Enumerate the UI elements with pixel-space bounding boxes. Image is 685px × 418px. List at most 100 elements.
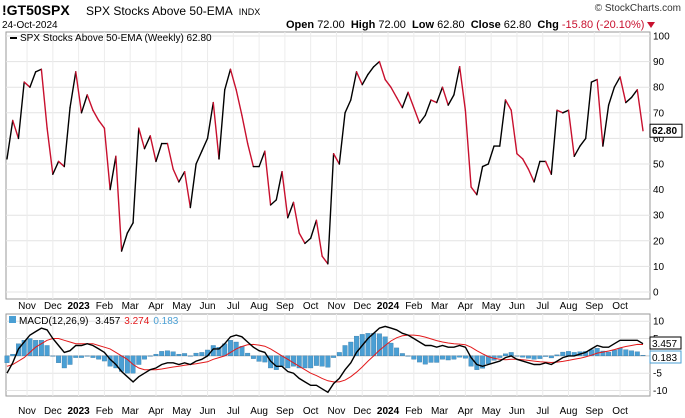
- macd-y-tick-label: 10: [653, 317, 665, 328]
- price-segment: [126, 222, 134, 234]
- price-segment: [355, 71, 363, 86]
- histogram-bar: [560, 351, 566, 357]
- histogram-bar: [600, 350, 606, 357]
- price-segment: [367, 66, 375, 76]
- histogram-bar: [417, 355, 422, 363]
- histogram-bar: [142, 355, 147, 360]
- macd-legend-swatch: [9, 316, 16, 323]
- y-tick-label: 70: [653, 108, 665, 119]
- price-segment: [172, 168, 180, 183]
- price-segment: [155, 142, 163, 163]
- stockcharts-logo: © StockCharts.com: [594, 3, 681, 14]
- price-segment: [183, 170, 192, 209]
- histogram-bar: [399, 353, 405, 357]
- price-segment: [109, 155, 117, 191]
- price-segment: [556, 109, 564, 114]
- y-tick-label: 80: [653, 83, 665, 94]
- histogram-bar: [440, 355, 445, 360]
- histogram-bar: [27, 338, 33, 357]
- price-segment: [407, 91, 415, 109]
- price-segment: [63, 106, 71, 168]
- histogram-bar: [33, 340, 39, 357]
- histogram-bar: [187, 355, 193, 357]
- macd-x-tick-label: Jun: [509, 406, 525, 417]
- histogram-bar: [480, 355, 486, 369]
- macd-x-tick-label: Nov: [18, 406, 36, 417]
- histogram-bar: [382, 336, 388, 357]
- price-segment: [69, 71, 77, 109]
- price-segment: [246, 142, 255, 168]
- high-label: High: [350, 19, 376, 31]
- price-segment: [309, 219, 318, 239]
- price-segment: [6, 119, 14, 160]
- histogram-bar: [38, 340, 44, 357]
- price-segment: [470, 186, 478, 196]
- histogram-bar: [44, 345, 50, 357]
- last-value-tag: [649, 123, 683, 138]
- price-segment: [29, 71, 37, 88]
- histogram-bar: [611, 349, 617, 357]
- exchange-label: INDX: [238, 7, 261, 17]
- price-segment: [304, 237, 312, 245]
- ohlc-readout: Open 72.00 High 72.00 Low 62.80 Close 62…: [286, 19, 656, 31]
- close-value: 62.80: [503, 19, 532, 31]
- x-tick-label: Mar: [431, 301, 449, 312]
- macd-legend: MACD(12,26,9) 3.457 3.274 0.183: [19, 316, 179, 327]
- price-segment: [476, 165, 484, 196]
- histogram-bar: [96, 355, 102, 360]
- price-segment: [573, 145, 581, 158]
- histogram-legend-value: 0.183: [153, 316, 178, 327]
- histogram-bar: [182, 353, 188, 357]
- price-segment: [75, 71, 83, 114]
- macd-value-tag: [649, 336, 682, 350]
- histogram-bar: [629, 350, 634, 357]
- histogram-bar: [164, 350, 170, 357]
- price-segment: [619, 76, 627, 104]
- histogram-bar: [90, 355, 96, 358]
- price-segment: [92, 109, 100, 122]
- price-segment: [138, 127, 146, 150]
- x-tick-label: Nov: [328, 301, 346, 312]
- histogram-bar: [354, 335, 359, 357]
- open-value: 72.00: [317, 19, 345, 31]
- histogram-bar: [50, 355, 56, 357]
- macd-y-tick-label: -10: [653, 386, 668, 397]
- price-segment: [292, 201, 300, 234]
- histogram-bar: [159, 351, 165, 357]
- price-segment: [338, 112, 346, 165]
- histogram-bar: [520, 355, 526, 358]
- histogram-bar: [4, 355, 10, 363]
- histogram-bar: [101, 355, 107, 362]
- macd-x-tick-label: Nov: [328, 406, 346, 417]
- price-segment: [178, 170, 186, 183]
- price-segment: [218, 89, 226, 160]
- x-tick-label: May: [482, 301, 501, 312]
- price-segment: [464, 109, 472, 188]
- price-segment: [361, 73, 369, 86]
- price-segment: [602, 104, 610, 147]
- histogram-right-label: 0.183: [652, 353, 677, 364]
- histogram-bar: [566, 351, 571, 357]
- date-label: 24-Oct-2024: [2, 20, 58, 31]
- price-segment: [441, 86, 449, 106]
- histogram-bar: [308, 355, 314, 369]
- price-segment: [321, 255, 329, 265]
- histogram-bar: [124, 355, 130, 374]
- main-legend: SPX Stocks Above 50-EMA (Weekly) 62.80: [20, 33, 212, 44]
- histogram-bar: [376, 333, 382, 357]
- price-segment: [40, 68, 48, 129]
- x-tick-label: Jun: [199, 301, 215, 312]
- histogram-bar: [422, 355, 428, 365]
- price-segment: [344, 99, 352, 114]
- price-segment: [527, 168, 535, 183]
- histogram-bar: [67, 355, 73, 365]
- price-segment: [458, 66, 467, 111]
- price-segment: [625, 96, 633, 104]
- price-segment: [57, 160, 65, 168]
- histogram-bar: [325, 355, 331, 368]
- x-tick-label: Oct: [612, 301, 628, 312]
- price-segment: [115, 155, 123, 252]
- price-segment: [373, 60, 381, 68]
- y-tick-label: 90: [653, 57, 665, 68]
